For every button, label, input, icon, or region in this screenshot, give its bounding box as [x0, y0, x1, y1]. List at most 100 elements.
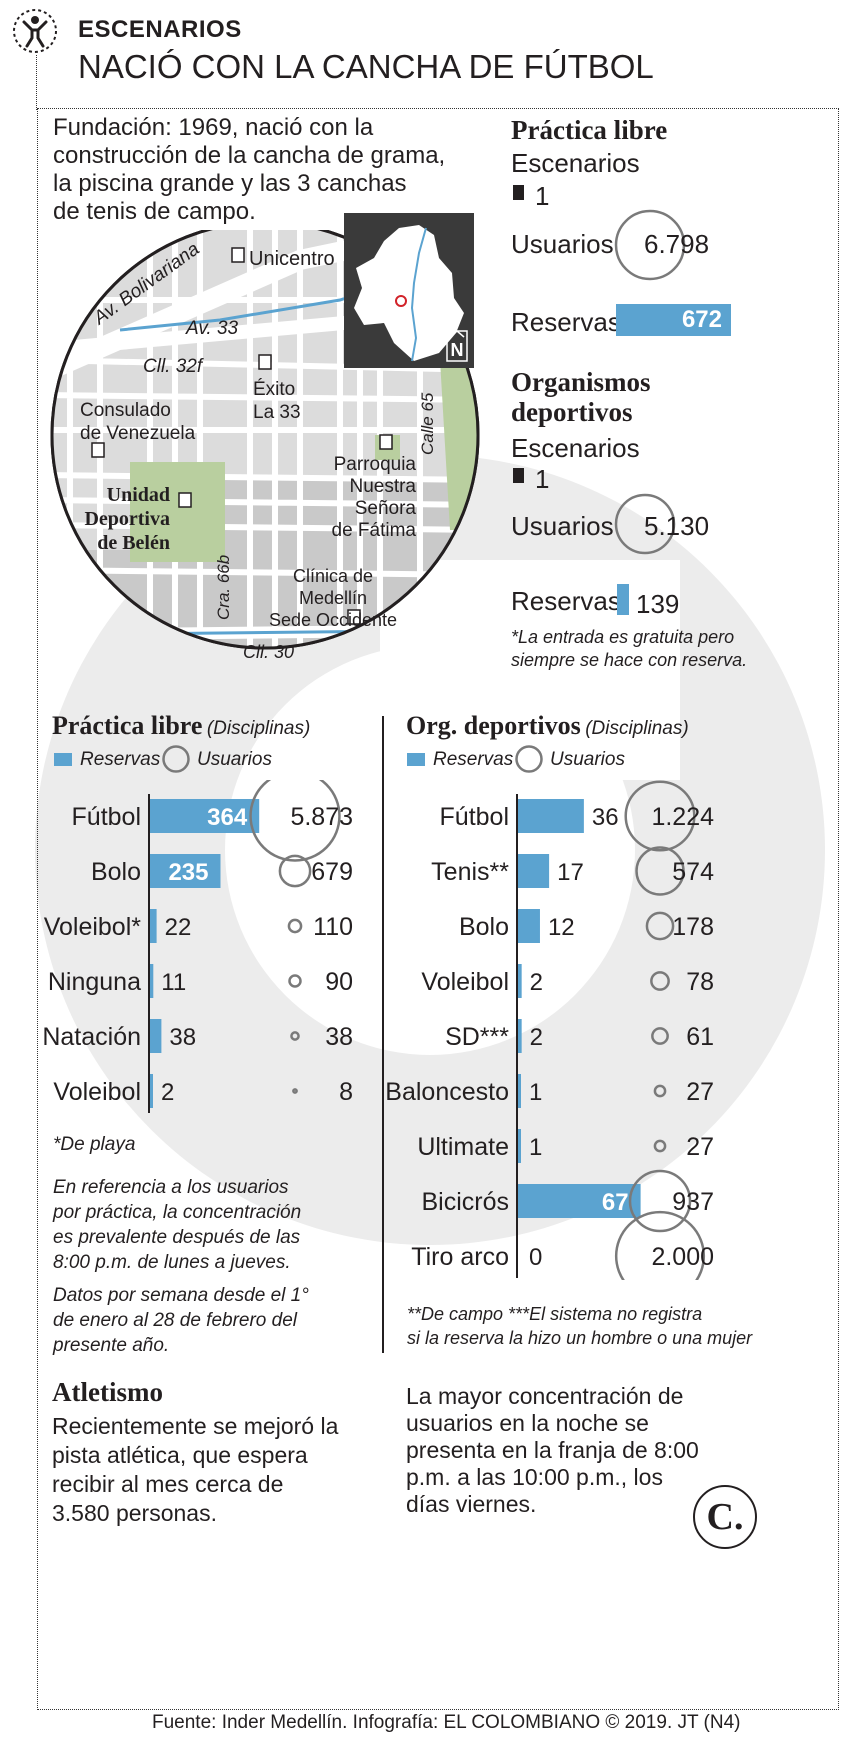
- atletismo-text: Recientemente se mejoró la pista atlétic…: [52, 1412, 338, 1528]
- concentracion-line: La mayor concentración de: [406, 1383, 684, 1409]
- usuarios-value-label: 8: [339, 1078, 353, 1106]
- left-chart-subtitle: (Disciplinas): [206, 718, 311, 739]
- reservas-value-label: 0: [529, 1244, 542, 1271]
- right-chart-title: Org. deportivos (Disciplinas): [406, 711, 689, 741]
- reservas-bar: [518, 1129, 521, 1163]
- right-chart-subtitle: (Disciplinas): [585, 718, 689, 739]
- org-escenarios-label: Escenarios: [511, 433, 640, 463]
- usuarios-ring: [651, 1027, 669, 1045]
- note-line: es prevalente después de las: [53, 1227, 301, 1248]
- category-label: Natación: [42, 1023, 141, 1051]
- reservas-bar: [518, 964, 522, 998]
- org-reservas-value: 139: [636, 589, 680, 619]
- org-escenario-square: [513, 468, 524, 483]
- usuarios-ring: [614, 1210, 706, 1280]
- map-label-av33: Av. 33: [186, 318, 239, 339]
- note-line: por práctica, la concentración: [53, 1202, 302, 1223]
- data-note: Datos por semana desde el 1° de enero al…: [53, 1283, 309, 1358]
- reservas-value-label: 12: [548, 914, 575, 941]
- usuarios-ring: [653, 1084, 667, 1098]
- reservas-value-label: 22: [165, 914, 192, 941]
- escenarios-value: 1: [535, 181, 550, 211]
- reservas-value-label: 1: [529, 1134, 542, 1161]
- athlete-icon: [13, 9, 57, 53]
- usuarios-ring: [278, 854, 312, 888]
- usuarios-value-label: 2.000: [651, 1243, 714, 1271]
- intro-line: de tenis de campo.: [53, 198, 256, 225]
- usuarios-value: 6.798: [644, 229, 710, 259]
- left-legend-reservas: Reservas: [80, 749, 161, 770]
- reservas-bar: [150, 964, 154, 998]
- category-label: Tenis**: [431, 858, 509, 886]
- map-label-clinica: Clínica de Medellín Sede Occidente: [258, 565, 408, 631]
- category-label: Voleibol: [53, 1078, 141, 1106]
- usuarios-value-label: 61: [686, 1023, 714, 1051]
- right-legend-reservas: Reservas: [433, 749, 514, 770]
- left-chart-title-text: Práctica libre: [52, 711, 203, 740]
- map-label-parroquia: Parroquia Nuestra Señora de Fátima: [296, 454, 416, 542]
- org-reservas-bar: [617, 584, 629, 615]
- usuarios-value-label: 178: [672, 913, 714, 941]
- page-title: NACIÓ CON LA CANCHA DE FÚTBOL: [78, 48, 654, 85]
- reservas-bar: [518, 854, 550, 888]
- usuarios-ring: [292, 1088, 298, 1094]
- map-label-line: Éxito: [253, 379, 296, 400]
- usuarios-ring: [628, 1169, 692, 1233]
- reservas-bar: [518, 1184, 641, 1218]
- usuarios-value-label: 110: [313, 913, 353, 941]
- map-label-unidad: Unidad Deportiva de Belén: [75, 483, 170, 555]
- category-label: Baloncesto: [385, 1078, 509, 1106]
- atletismo-line: pista atlética, que espera: [52, 1442, 308, 1468]
- practica-libre-title: Práctica libre: [511, 115, 668, 145]
- left-legend-swatch: [54, 753, 72, 766]
- reservas-value-label: 364: [207, 804, 248, 831]
- right-footnote: **De campo ***El sistema no registra si …: [407, 1302, 752, 1350]
- org-usuarios-value: 5.130: [644, 511, 710, 541]
- column-divider: [382, 716, 384, 1353]
- category-label: Ultimate: [417, 1133, 509, 1161]
- reservas-bar: [616, 304, 731, 336]
- left-legend-ring: [162, 745, 190, 773]
- reservas-value-label: 11: [161, 969, 186, 996]
- org-escenarios-value: 1: [535, 464, 550, 494]
- map-label-line: Clínica de Medellín: [292, 566, 374, 608]
- note-line: Datos por semana desde el 1°: [53, 1285, 309, 1306]
- organismos-title-line: Organismos: [511, 367, 651, 397]
- org-usuarios-ring: [614, 493, 676, 555]
- intro-text: Fundación: 1969, nació con la construcci…: [53, 114, 445, 226]
- usuarios-value-label: 90: [325, 968, 353, 996]
- usuarios-ring: [635, 846, 685, 896]
- escenarios-label: Escenarios: [511, 148, 640, 178]
- usuarios-ring: [650, 971, 670, 991]
- map-label-line: de Fátima: [331, 520, 416, 541]
- map-label-line: Deportiva: [84, 508, 170, 530]
- concentracion-line: p.m. a las 10:00 p.m., los: [406, 1464, 663, 1490]
- usuarios-label: Usuarios: [511, 229, 614, 259]
- map-label-line: Nuestra Señora: [349, 476, 416, 519]
- map-label-consulado: Consulado de Venezuela: [80, 399, 195, 445]
- escenario-square: [513, 185, 524, 200]
- reservas-bar: [150, 799, 260, 833]
- map-label-cll30: Cll. 30: [243, 642, 295, 662]
- map-label-calle65: Calle 65: [418, 392, 437, 455]
- category-label: SD***: [445, 1023, 509, 1051]
- concentracion-line: presenta en la franja de 8:00: [406, 1437, 699, 1463]
- usuarios-ring: [287, 918, 303, 934]
- note-line: 8:00 p.m. de lunes a jueves.: [53, 1252, 291, 1273]
- category-label: Bicicrós: [421, 1188, 509, 1216]
- reference-note: En referencia a los usuarios por práctic…: [53, 1175, 301, 1275]
- map-label-line: de Belén: [97, 532, 170, 554]
- note-line: de enero al 28 de febrero del: [53, 1310, 298, 1331]
- org-note-line: *La entrada es gratuita pero: [511, 627, 735, 647]
- category-label: Ninguna: [48, 968, 141, 996]
- usuarios-value-label: 27: [686, 1133, 714, 1161]
- reservas-label: Reservas*: [511, 307, 631, 337]
- note-line: presente año.: [53, 1335, 170, 1356]
- category-label: Voleibol: [421, 968, 509, 996]
- reservas-value-label: 2: [530, 969, 543, 996]
- reservas-value-label: 17: [557, 859, 584, 886]
- usuarios-ring: [614, 209, 686, 281]
- intro-line: Fundación: 1969, nació con la: [53, 114, 374, 141]
- atletismo-line: Recientemente se mejoró la: [52, 1413, 339, 1439]
- note-line: **De campo ***El sistema no registra: [407, 1304, 703, 1324]
